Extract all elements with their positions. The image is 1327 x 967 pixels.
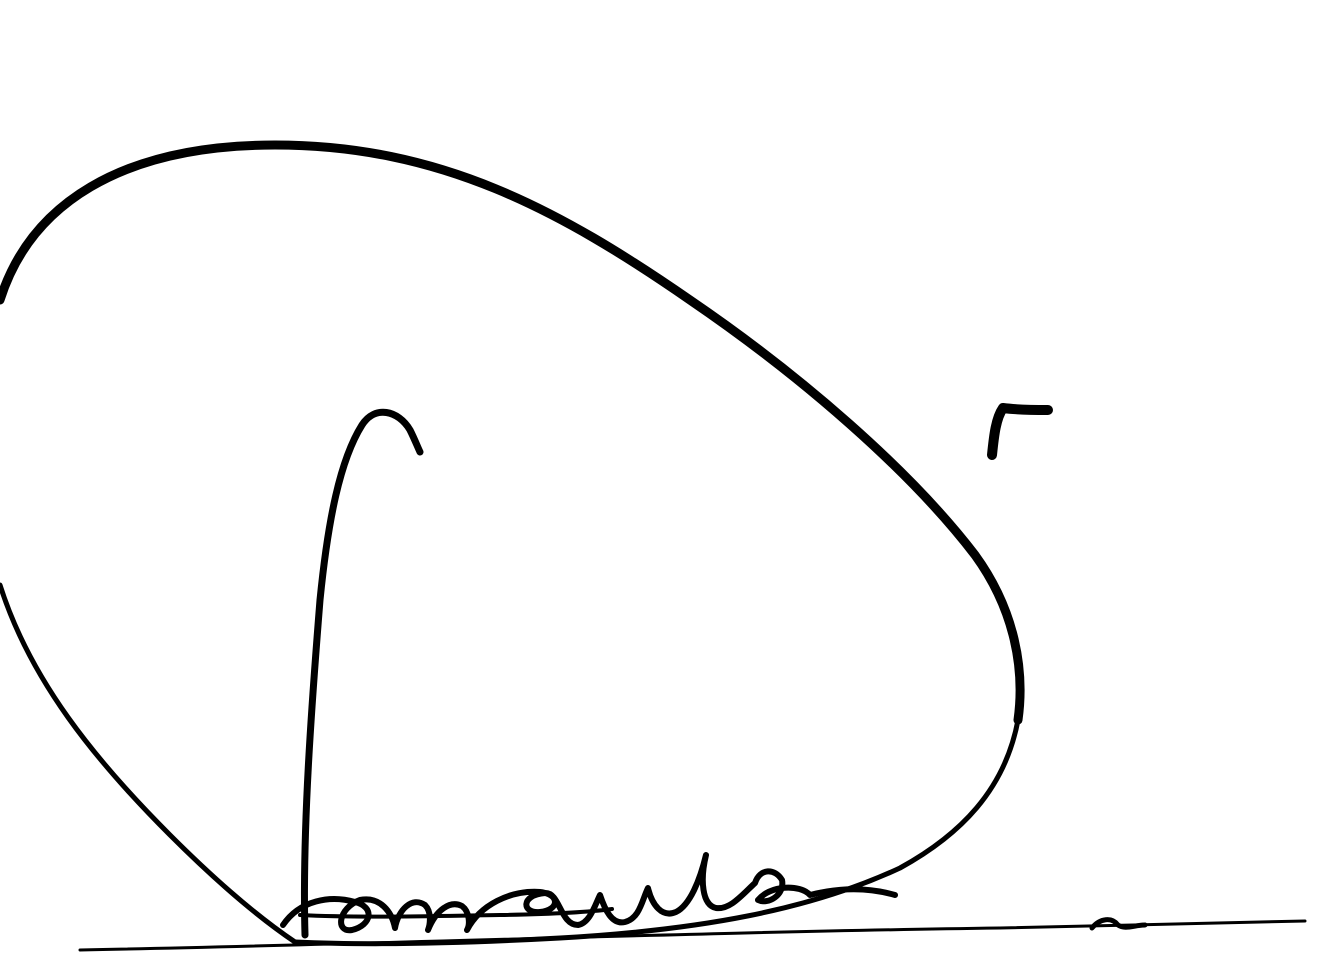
signature-script-underline-stroke [298, 907, 614, 919]
signature-corner-mark-stroke [987, 403, 1053, 460]
signature-vertical-stroke [300, 408, 424, 939]
signature-small-mark-stroke [1089, 917, 1148, 931]
signature-baseline-stroke [78, 919, 1307, 952]
signature-large-loop-stroke [0, 140, 1025, 725]
signature-loop-lower-left-stroke [0, 582, 298, 945]
